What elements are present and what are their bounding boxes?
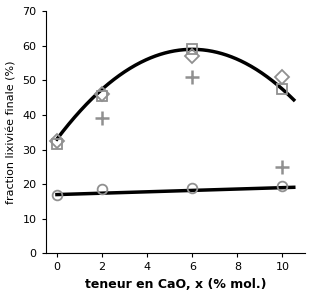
Y-axis label: fraction lixiviée finale (%): fraction lixiviée finale (%) [7, 60, 17, 204]
X-axis label: teneur en CaO, x (% mol.): teneur en CaO, x (% mol.) [85, 278, 266, 291]
